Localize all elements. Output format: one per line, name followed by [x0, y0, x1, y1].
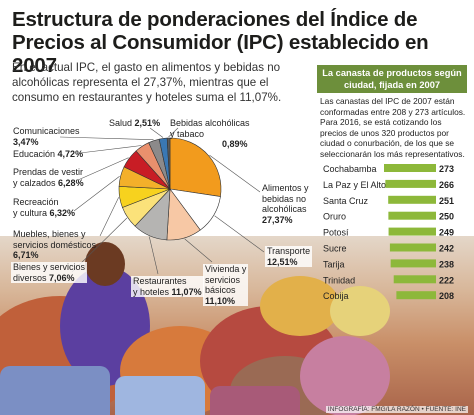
- bar-label-santa-cruz: Santa Cruz: [323, 196, 369, 206]
- bar-potosi: [388, 227, 437, 236]
- bar-label-potosi: Potosí: [323, 228, 349, 238]
- leader-line-muebles-bienes-y-servicios-domesticos: [99, 197, 119, 237]
- leader-line-salud: [149, 127, 164, 138]
- pie-label-bebidas: Bebidas alcohólicas y tabaco 0,89%: [170, 118, 250, 149]
- intro-text: En el actual IPC, el gasto en alimentos …: [12, 61, 282, 104]
- leader-line-vivienda-y-servicios-basicos: [184, 238, 213, 263]
- pie-label-comunicaciones: Comunicaciones 3,47%: [13, 126, 80, 147]
- bar-label-oruro: Oruro: [323, 212, 346, 222]
- leader-line-restaurantes-y-hoteles: [149, 236, 159, 275]
- pie-label-prendas: Prendas de vestir y calzados 6,28%: [13, 167, 84, 188]
- pie-label-salud: Salud 2,51%: [109, 118, 161, 128]
- bar-value-oruro: 250: [439, 212, 454, 222]
- bar-label-cobija: Cobija: [323, 291, 349, 301]
- pie-slice-bebidas-alcoholicas-y-tabaco: [166, 137, 171, 190]
- leader-line-bebidas-alcoholicas-y-tabaco: [168, 127, 179, 138]
- page-title: Estructura de ponderaciones del Índice d…: [12, 8, 429, 77]
- bar-value-sucre: 242: [439, 244, 454, 254]
- leader-line-alimentos-y-bebidas-no-alcoholicas: [209, 154, 261, 193]
- bar-value-cochabamba: 273: [439, 164, 454, 174]
- pie-label-bienes: Bienes y servicios diversos 7,06%: [11, 262, 88, 283]
- bar-label-trinidad: Trinidad: [323, 275, 355, 285]
- pie-label-restaurantes: Restaurantes y hoteles 11,07%: [131, 276, 204, 297]
- leader-line-comunicaciones: [59, 136, 154, 140]
- bar-value-santa-cruz: 251: [439, 196, 454, 206]
- bar-cochabamba: [384, 164, 436, 172]
- credit-text: INFOGRAFÍA: FMG/LA RAZÓN • FUENTE: INE: [325, 406, 468, 413]
- pie-slice-alimentos-y-bebidas-no-alcoholicas: [169, 137, 222, 197]
- bar-la-paz-y-el-alto: [385, 179, 437, 188]
- leader-line-transporte: [214, 215, 265, 253]
- bar-trinidad: [393, 275, 437, 284]
- bar-value-potosi: 249: [439, 228, 454, 238]
- bar-label-sucre: Sucre: [323, 244, 347, 254]
- pie-label-vivienda: Vivienda y servicios básicos 11,10%: [203, 264, 249, 306]
- bar-label-cochabamba: Cochabamba: [323, 164, 377, 174]
- panel-heading: La canasta de productos según ciudad, fi…: [317, 65, 467, 93]
- bar-value-trinidad: 222: [439, 275, 454, 285]
- panel-text: Las canastas del IPC de 2007 están confo…: [320, 96, 466, 159]
- pie-label-educacion: Educación 4,72%: [13, 149, 84, 159]
- leader-line-recreacion-y-cultura: [73, 175, 120, 212]
- leader-line-educacion: [79, 145, 142, 154]
- leader-line-prendas-de-vestir-y-calzados: [77, 157, 129, 181]
- bar-label-tarija: Tarija: [323, 259, 345, 269]
- bar-value-la-paz-y-el-alto: 266: [439, 180, 454, 190]
- bar-santa-cruz: [388, 195, 437, 204]
- bar-label-la-paz-y-el-alto: La Paz y El Alto: [323, 180, 386, 190]
- bar-value-tarija: 238: [439, 259, 454, 269]
- pie-label-transporte: Transporte 12,51%: [265, 246, 313, 267]
- bar-sucre: [389, 243, 437, 252]
- bar-value-cobija: 208: [439, 291, 454, 301]
- bar-cobija: [396, 291, 437, 300]
- pie-label-recreacion: Recreación y cultura 6,32%: [13, 197, 76, 218]
- bar-oruro: [388, 211, 437, 220]
- pie-label-alimentos: Alimentos y bebidas no alcohólicas 27,37%: [262, 183, 309, 225]
- pie-label-muebles: Muebles, bienes y servicios domésticos 6,7…: [13, 229, 97, 260]
- bar-tarija: [390, 259, 436, 268]
